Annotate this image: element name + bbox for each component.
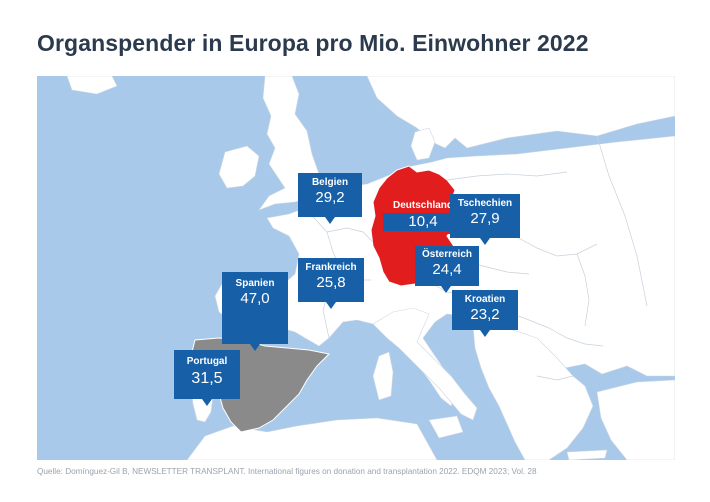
callout-name: Tschechien (457, 198, 513, 209)
land-corsica-sardinia (372, 351, 394, 401)
land-denmark (410, 127, 436, 161)
callout-pointer (250, 344, 260, 351)
callout-name: Spanien (235, 278, 275, 289)
callout-name: Portugal (186, 356, 228, 367)
callout-spanien: Spanien 47,0 (222, 272, 288, 351)
callout-pointer (325, 217, 335, 224)
callout-name: Frankreich (305, 262, 357, 273)
callout-value: 29,2 (315, 189, 345, 206)
callout-value: 23,2 (470, 306, 500, 323)
callout-pointer (326, 302, 336, 309)
land-scandinavia (366, 76, 675, 149)
callout-pointer (480, 238, 490, 245)
land-turkey (596, 379, 675, 460)
callout-oesterreich: Österreich 24,4 (415, 246, 479, 293)
europe-map: Belgien 29,2 Deutschland 10,4 Tschechien… (37, 76, 675, 460)
callout-frankreich: Frankreich 25,8 (298, 258, 364, 309)
source-note: Quelle: Domínguez-Gil B, NEWSLETTER TRAN… (37, 467, 537, 476)
callout-name: Kroatien (464, 294, 506, 305)
land-ireland (218, 145, 260, 189)
callout-value: 10,4 (383, 213, 463, 231)
callout-kroatien: Kroatien 23,2 (452, 290, 518, 337)
land-north-africa (186, 417, 438, 460)
callout-value: 47,0 (240, 290, 270, 307)
callout-pointer (202, 399, 212, 406)
land-sicily (428, 415, 464, 439)
callout-pointer (480, 330, 490, 337)
land-italy (372, 307, 478, 421)
land-balkans (472, 325, 594, 460)
callout-value: 27,9 (470, 210, 500, 227)
callout-name: Österreich (421, 249, 473, 260)
callout-name: Deutschland (392, 200, 453, 211)
callout-value: 31,5 (191, 370, 223, 387)
callout-tschechien: Tschechien 27,9 (450, 194, 520, 245)
callout-belgien: Belgien 29,2 (298, 173, 362, 224)
callout-value: 24,4 (432, 261, 462, 278)
page-title: Organspender in Europa pro Mio. Einwohne… (37, 30, 589, 56)
callout-pointer (441, 286, 451, 293)
land-iceland (66, 76, 118, 95)
callout-value: 25,8 (316, 274, 346, 291)
callout-portugal: Portugal 31,5 (174, 350, 240, 406)
callout-name: Belgien (311, 177, 349, 188)
land-crete (566, 449, 608, 460)
